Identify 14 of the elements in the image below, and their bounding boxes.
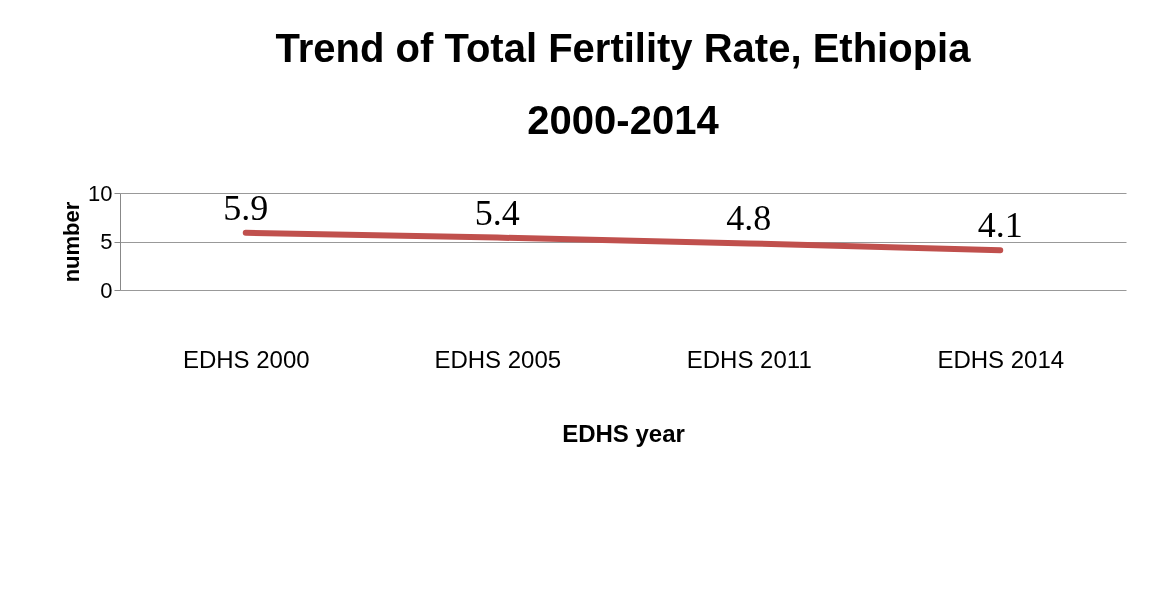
x-axis-title: EDHS year bbox=[562, 419, 685, 447]
y-axis-title: number bbox=[59, 201, 85, 283]
y-tick-label: 10 bbox=[88, 180, 113, 206]
chart-title: Trend of Total Fertility Rate, Ethiopia 2000-2014 bbox=[275, 26, 972, 142]
data-label: 5.9 bbox=[223, 187, 269, 228]
x-tick-label: EDHS 2005 bbox=[434, 345, 562, 373]
data-label: 5.4 bbox=[474, 192, 520, 233]
y-tick-label: 5 bbox=[100, 229, 113, 254]
y-tick-label: 0 bbox=[100, 277, 113, 303]
data-label: 4.1 bbox=[977, 205, 1023, 246]
data-label: 4.8 bbox=[726, 198, 772, 239]
x-tick-label: EDHS 2011 bbox=[686, 345, 812, 373]
x-tick-label: EDHS 2014 bbox=[937, 345, 1065, 373]
x-tick-label: EDHS 2000 bbox=[182, 345, 310, 373]
